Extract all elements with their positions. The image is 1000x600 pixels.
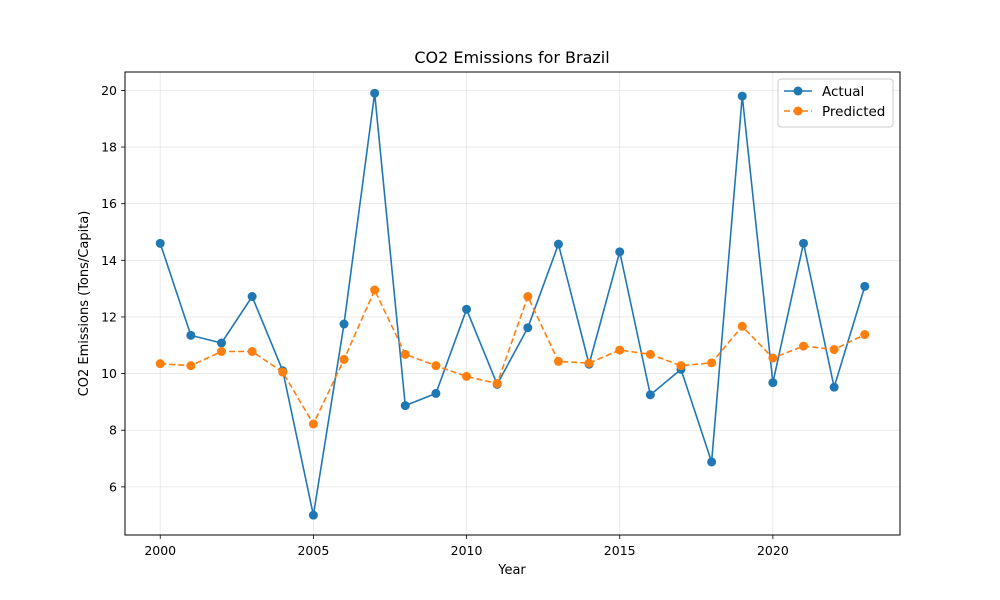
series-predicted-point [553,356,563,366]
series-predicted-point [799,341,809,351]
series-predicted-point [615,345,625,355]
grid-lines [125,72,900,535]
series-actual-point [400,401,410,411]
y-tick-label: 12 [101,309,117,324]
series-actual-point [431,388,441,398]
series-predicted-point [216,346,226,356]
series-actual-point [247,292,257,302]
series-predicted-line [160,289,866,425]
series-predicted-point [400,349,410,359]
series-actual-point [339,319,349,329]
series-layer [155,88,870,520]
plot-area-frame [124,71,901,536]
chart-title: CO2 Emissions for Brazil [414,48,609,67]
series-predicted-point [584,358,594,368]
series-predicted-point [155,359,165,369]
series-actual-point [216,338,226,348]
series-predicted-point [737,321,747,331]
series-predicted-point [676,361,686,371]
y-tick-label: 16 [101,196,117,211]
y-tick-label: 18 [101,140,117,155]
series-predicted-point [431,361,441,371]
series-actual-point [615,247,625,257]
series-actual-point [645,390,655,400]
series-actual-point [768,378,778,388]
series-predicted-point [707,358,717,368]
y-tick-label: 6 [109,479,117,494]
series-predicted-point [523,292,533,302]
x-axis-label: Year [497,563,526,578]
x-tick-label: 2020 [757,543,789,558]
series-predicted-point [462,371,472,381]
series-actual-point [370,88,380,98]
series-actual-point [155,238,165,248]
x-tick-label: 2005 [297,543,329,558]
x-tick-label: 2000 [144,543,176,558]
x-tick-label: 2010 [451,543,483,558]
series-actual-point [523,323,533,333]
series-actual-point [799,238,809,248]
series-actual-point [462,304,472,314]
series-predicted-point [492,378,502,388]
series-actual-point [186,330,196,340]
y-tick-label: 20 [101,83,117,98]
series-predicted-point [829,345,839,355]
series-actual-point [553,239,563,249]
legend-actual-marker [793,86,803,96]
series-actual-point [707,457,717,467]
series-predicted-point [645,349,655,359]
series-predicted-point [278,367,288,377]
series-actual-point [308,510,318,520]
y-tick-label: 8 [109,423,117,438]
axis-ticks: 2000 2005 2010 2015 2020 6 8 10 12 14 16 18 20 [101,83,789,558]
series-actual-line [159,92,866,516]
y-tick-label: 14 [101,253,117,268]
y-axis-label: CO2 Emissions (Tons/Capita) [77,211,92,397]
series-actual-point [860,281,870,291]
legend: Actual Predicted [777,78,894,128]
series-predicted-point [860,330,870,340]
legend-actual-label: Actual [822,84,864,100]
series-predicted-point [768,353,778,363]
series-predicted-point [186,361,196,371]
series-actual-point [737,91,747,101]
series-predicted-point [370,285,380,295]
series-predicted-point [247,346,257,356]
series-predicted-point [308,419,318,429]
series-actual-point [829,382,839,392]
legend-predicted-label: Predicted [822,104,885,120]
series-predicted-point [339,354,349,364]
legend-predicted-marker [793,106,803,116]
x-tick-label: 2015 [604,543,636,558]
y-tick-label: 10 [101,366,117,381]
